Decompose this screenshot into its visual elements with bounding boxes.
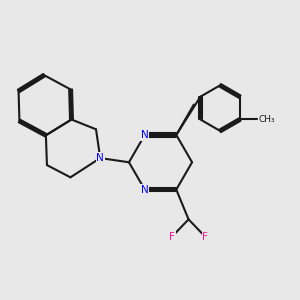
Text: F: F [169, 232, 175, 242]
Text: F: F [202, 232, 208, 242]
Text: N: N [141, 130, 148, 140]
Text: N: N [96, 153, 104, 163]
Text: N: N [141, 184, 148, 195]
Text: CH₃: CH₃ [258, 115, 275, 124]
